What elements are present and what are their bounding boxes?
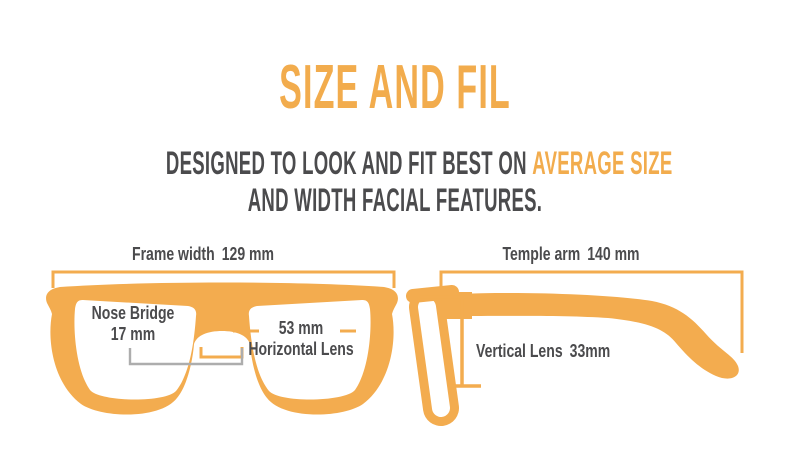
temple-arm-shape: [455, 292, 739, 379]
temple-arm-label: Temple arm 140 mm: [454, 244, 688, 265]
vertical-lens-value: 33mm: [569, 341, 611, 361]
vertical-lens-label-text: Vertical Lens: [476, 341, 563, 361]
temple-arm-value: 140 mm: [587, 244, 640, 264]
nose-bridge-leader-line: [128, 348, 244, 366]
glasses-front-frame: [46, 282, 398, 415]
frame-width-label-text: Frame width: [131, 244, 215, 264]
subtitle-line-2: AND WIDTH FACIAL FEATURES.: [247, 182, 543, 218]
nose-bridge-label-text: Nose Bridge: [91, 303, 175, 323]
frame-width-dimension-line: [51, 270, 396, 288]
nose-bridge-bracket: [199, 347, 244, 359]
horizontal-lens-label-text: Horizontal Lens: [248, 339, 354, 359]
subtitle-highlight: AVERAGE SIZE: [532, 145, 673, 181]
nose-bridge-label: Nose Bridge 17 mm: [75, 303, 192, 345]
side-frame-lens: [418, 298, 450, 417]
subtitle-line-1: DESIGNED TO LOOK AND FIT BEST ON AVERAGE…: [165, 145, 672, 182]
vertical-lens-dimension-line: [420, 295, 481, 388]
vertical-lens-label: Vertical Lens 33mm: [476, 341, 663, 362]
glasses-front-illustration: [46, 270, 398, 415]
glasses-side-illustration: [406, 270, 744, 426]
subtitle-text: DESIGNED TO LOOK AND FIT BEST ON: [165, 145, 527, 181]
frame-width-label: Frame width 129 mm: [86, 244, 320, 265]
temple-arm-label-text: Temple arm: [502, 244, 581, 264]
frame-width-value: 129 mm: [221, 244, 275, 264]
subtitle: DESIGNED TO LOOK AND FIT BEST ON AVERAGE…: [165, 145, 672, 219]
horizontal-lens-value: 53 mm: [278, 318, 324, 338]
horizontal-lens-label: 53 mm Horizontal Lens: [243, 318, 360, 360]
temple-arm-dimension-line: [439, 270, 744, 353]
page-title: SIZE AND FIL: [279, 53, 511, 122]
nose-bridge-value: 17 mm: [110, 324, 156, 344]
